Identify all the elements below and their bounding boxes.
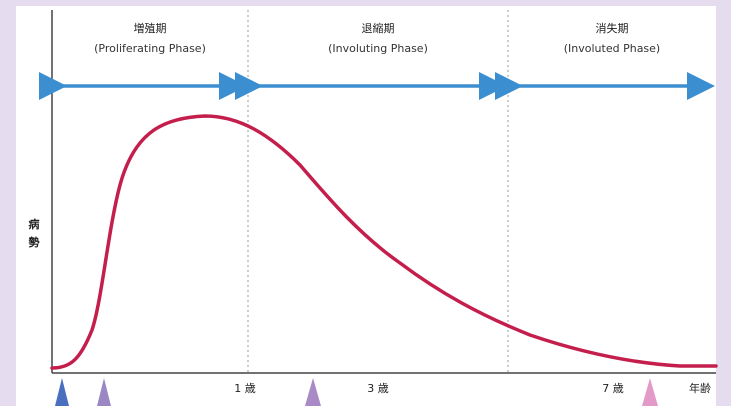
phase-1-subtitle: (Proliferating Phase) (94, 42, 206, 55)
marker-triangle-purple (97, 378, 111, 406)
y-label-char-2: 勢 (29, 235, 40, 249)
x-tick-7-years: 7 歳 (602, 382, 624, 395)
marker-triangle-violet (305, 378, 321, 406)
phase-2-subtitle: (Involuting Phase) (328, 42, 428, 55)
x-tick-3-years: 3 歳 (367, 382, 389, 395)
marker-triangle-blue (55, 378, 69, 406)
y-label-char-1: 病 (29, 217, 40, 231)
phase-1-title: 増殖期 (134, 22, 167, 35)
disease-curve (50, 114, 718, 370)
phase-3-title: 消失期 (596, 21, 629, 35)
x-tick-1-year: 1 歳 (234, 382, 256, 395)
marker-triangle-pink (642, 378, 658, 406)
x-axis-label-age: 年齢 (689, 381, 711, 395)
phase-2-title: 退縮期 (362, 21, 395, 35)
phase-3-subtitle: (Involuted Phase) (564, 42, 660, 55)
